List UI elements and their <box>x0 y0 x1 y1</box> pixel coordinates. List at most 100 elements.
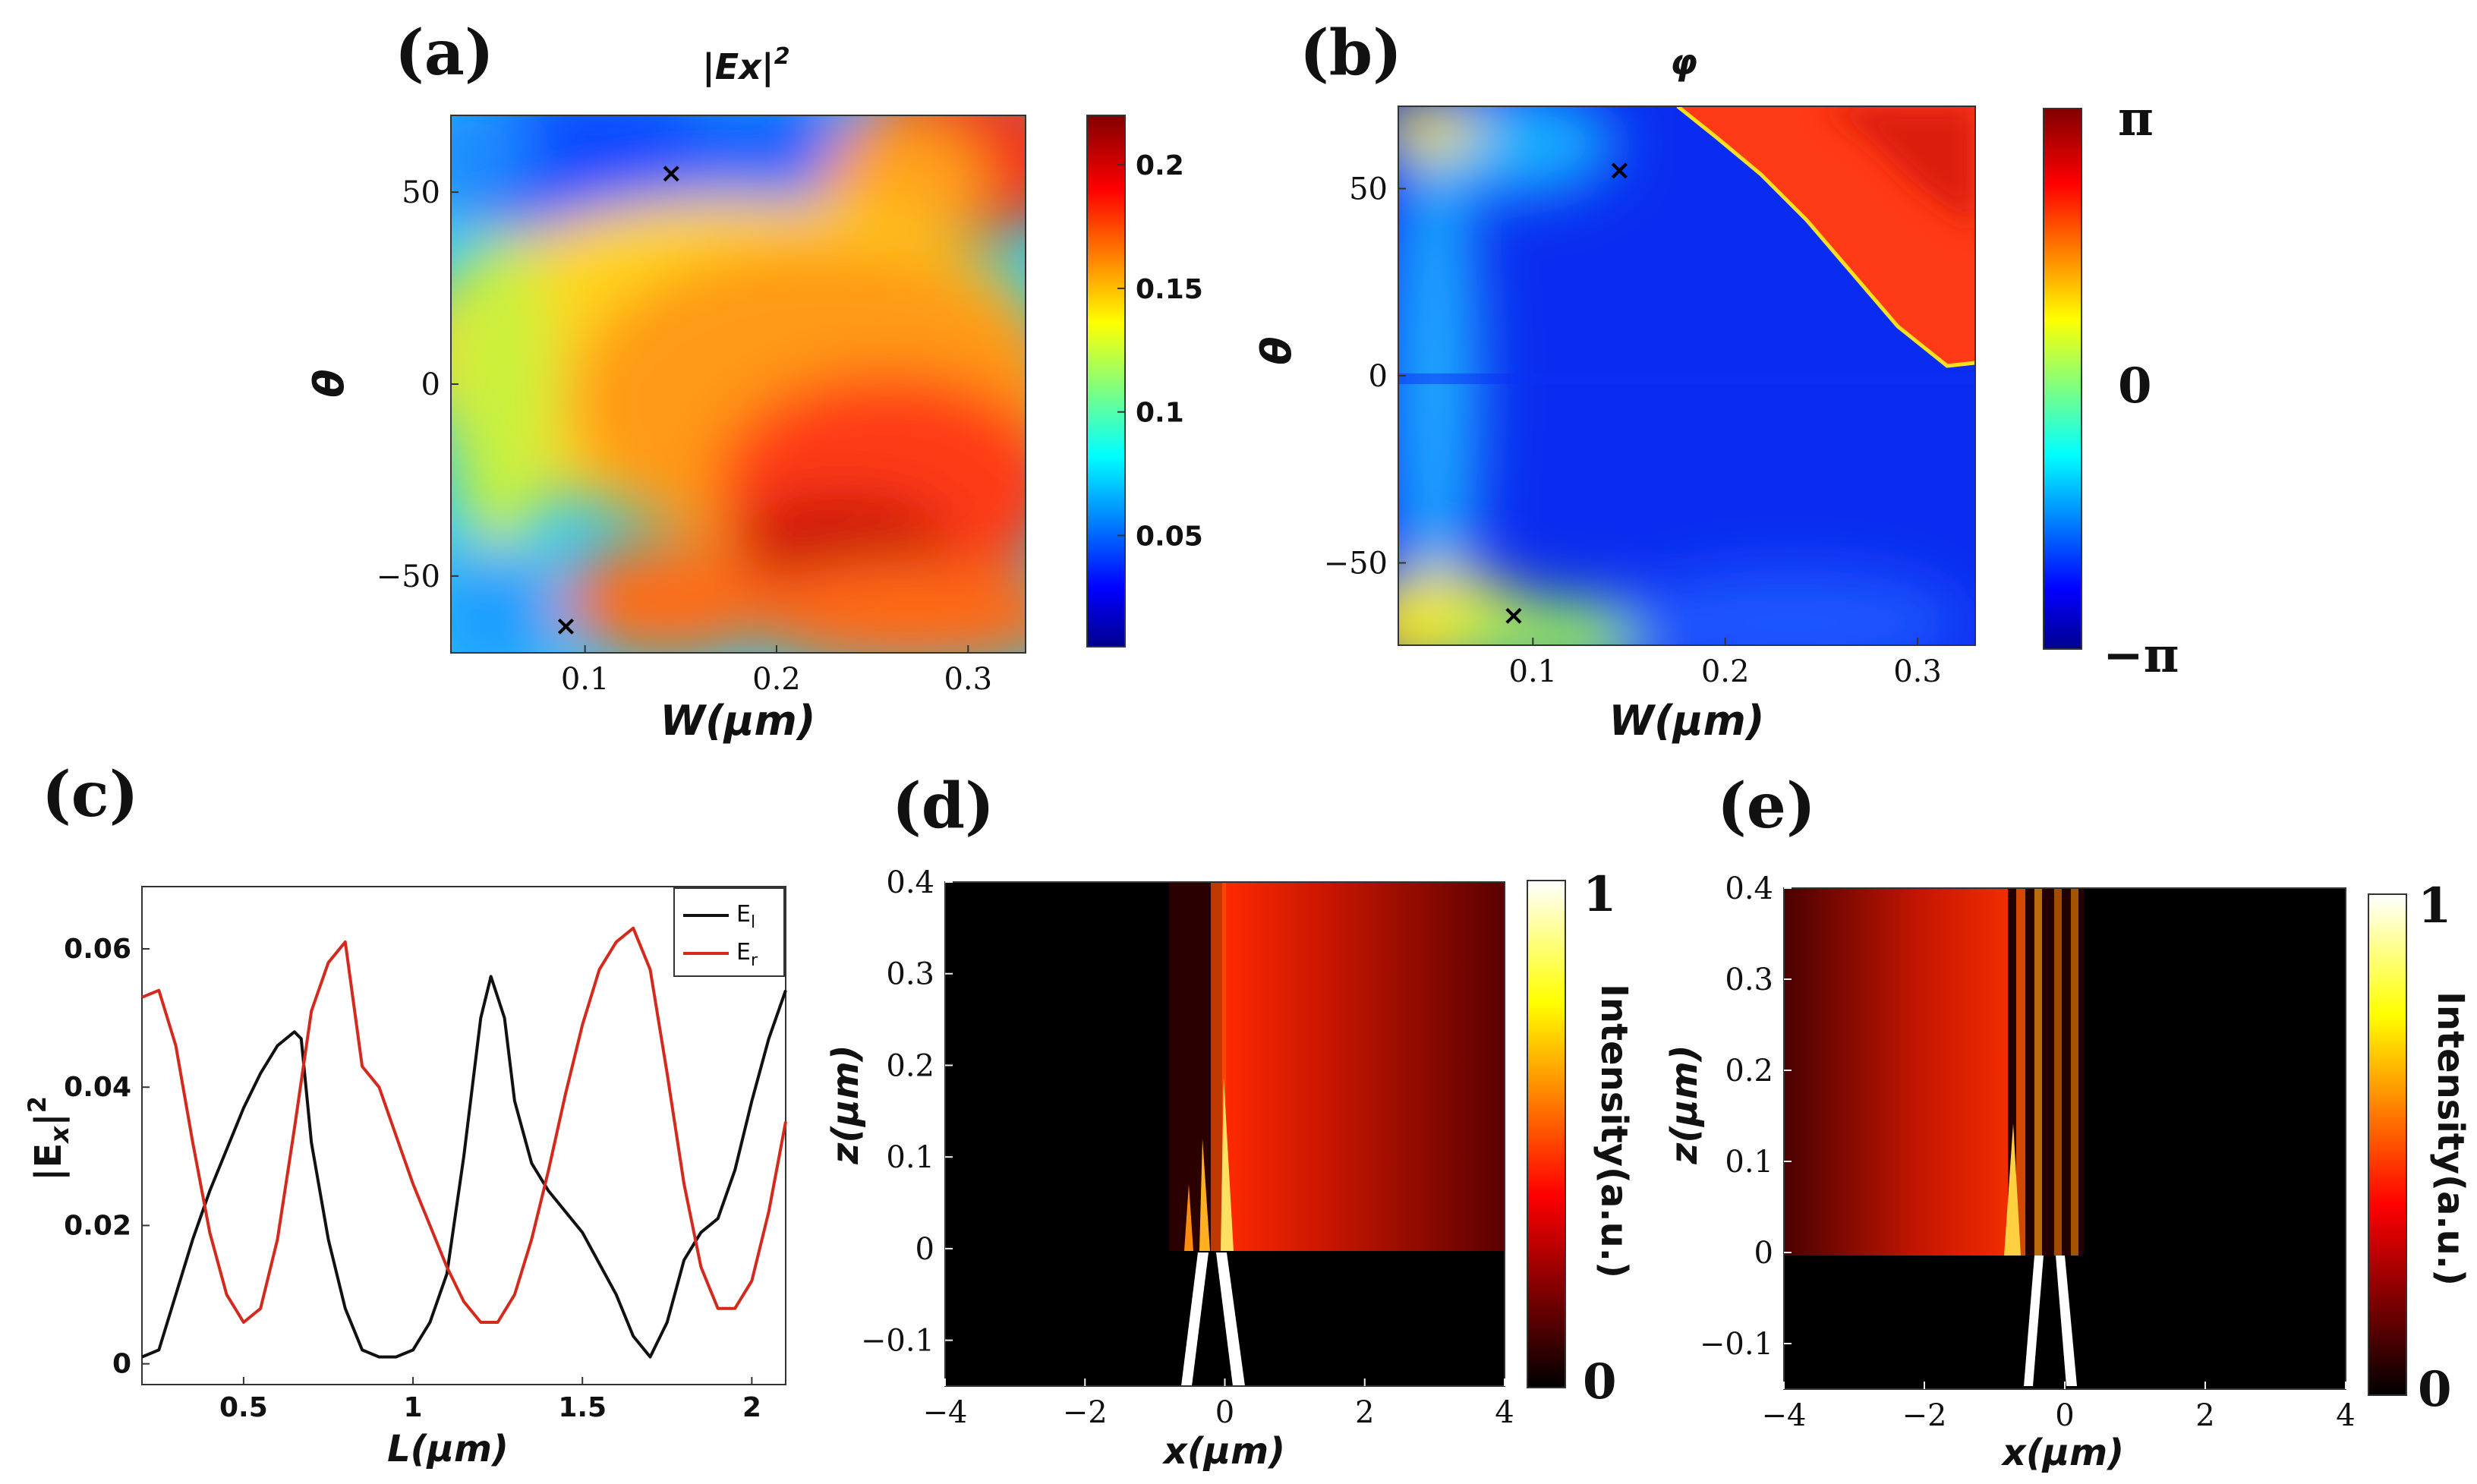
x-tick-label: 0.2 <box>752 662 801 697</box>
y-tick-label: −50 <box>377 559 440 594</box>
x-tick-label: 2 <box>2195 1398 2214 1433</box>
marker: × <box>1608 155 1631 186</box>
y-tick-label: −0.1 <box>861 1324 934 1359</box>
y-tick-label: 0.2 <box>1725 1054 1773 1089</box>
y-tick-label: 50 <box>1349 172 1388 206</box>
y-tick-label: 0.4 <box>1725 871 1773 906</box>
panel-a-label: (a) <box>395 17 494 90</box>
panel-e-heatmap <box>1783 887 2346 1390</box>
panel-c-ylabel: |Ex|2 <box>23 1096 75 1181</box>
y-tick-label: 0 <box>112 1349 131 1380</box>
panel-a-markers: ×× <box>554 158 682 642</box>
y-tick-label: 0 <box>1754 1236 1773 1271</box>
x-tick-label: 1.5 <box>558 1392 607 1423</box>
marker: × <box>1502 600 1525 632</box>
panel-c-label: (c) <box>42 758 139 831</box>
x-tick-label: 1 <box>404 1392 423 1423</box>
panel-b-title: φ <box>1670 42 1697 83</box>
panel-e-cbar-top: 1 <box>2418 877 2452 934</box>
panel-a-colorbar <box>1086 115 1126 647</box>
panel-b-xlabel: W(μm) <box>1609 697 1765 745</box>
x-tick-label: 0 <box>1215 1395 1234 1430</box>
panel-b-heatmap <box>1398 106 1975 645</box>
panel-a-colorbar-ticks: 0.2 0.15 0.1 0.05 <box>1117 150 1203 552</box>
panel-b-cbar-top: π <box>2118 90 2154 147</box>
colorbar-tick-label: 0.15 <box>1136 274 1203 305</box>
panel-c-x-ticks: 0.5 1 1.5 2 <box>219 1377 761 1423</box>
panel-a-title: |Ex|2 <box>702 43 790 88</box>
panel-a: (a) |Ex|2 0.1 0.2 0.3 500−50 ×× <box>305 17 1203 745</box>
panel-d-label: (d) <box>892 770 994 843</box>
y-tick-label: 0.3 <box>886 957 934 992</box>
panel-d-colorbar <box>1527 880 1566 1388</box>
x-tick-label: −4 <box>1762 1398 1807 1433</box>
y-tick-label: −50 <box>1324 547 1388 581</box>
x-tick-label: 0.3 <box>1893 654 1942 689</box>
panel-e-ylabel: z(μm) <box>1663 1044 1706 1164</box>
panel-c-legend: El Er <box>673 887 785 977</box>
x-tick-label: 0.1 <box>1509 654 1558 689</box>
y-tick-label: 0.06 <box>64 934 131 965</box>
panel-b: (b) φ 0.1 0.2 0.3 500−50 ×× W(μm) θ π 0 − <box>1253 17 2179 745</box>
y-tick-label: 0 <box>421 367 440 402</box>
panel-c-y-ticks: 0 0.02 0.04 0.06 <box>64 934 150 1380</box>
x-tick-label: 2 <box>742 1392 761 1423</box>
y-tick-label: 0 <box>915 1232 934 1267</box>
panel-e-cbar-bottom: 0 <box>2418 1361 2452 1418</box>
panel-d: (d) −4 −2 0 2 4 0.4 0.3 0.2 0.1 0 −0.1 x(μm) z(μm… <box>824 770 1635 1473</box>
legend-el: El <box>736 901 755 932</box>
x-tick-label: −2 <box>1902 1398 1947 1433</box>
series-line-r <box>141 926 787 1324</box>
x-tick-label: −4 <box>923 1395 968 1430</box>
y-tick-label: 50 <box>402 175 440 210</box>
panel-c-xlabel: L(μm) <box>387 1428 509 1470</box>
series-line-l <box>141 975 787 1359</box>
panel-e-colorbar <box>2368 893 2407 1396</box>
panel-b-cbar-bottom: −π <box>2103 627 2179 684</box>
panel-b-ylabel: θ <box>1253 336 1300 364</box>
panel-e: (e) −4 −2 0 2 4 0.4 0.3 0.2 0.1 0 −0.1 x(μm) z(μm… <box>1663 770 2472 1474</box>
marker: × <box>554 611 577 642</box>
panel-a-y-ticks: 50 0 −50 <box>377 175 459 594</box>
panel-b-y-ticks: 50 0 −50 <box>1324 172 1406 581</box>
panel-a-ylabel: θ <box>305 369 353 397</box>
x-tick-label: −2 <box>1063 1395 1108 1430</box>
y-tick-label: 0.4 <box>886 865 934 900</box>
x-tick-label: 0.1 <box>561 662 610 697</box>
panel-d-heatmap <box>944 881 1505 1387</box>
panel-c: (c) 0.5 1 1.5 2 0 0.02 0.04 0.06 L(μm) |Ex|2 E… <box>23 758 787 1470</box>
y-tick-label: 0 <box>1369 359 1388 394</box>
x-tick-label: 4 <box>1495 1395 1514 1430</box>
x-tick-label: 0.3 <box>944 662 992 697</box>
x-tick-label: 4 <box>2336 1398 2355 1433</box>
panel-e-x-ticks: −4 −2 0 2 4 <box>1762 1382 2356 1433</box>
y-tick-label: 0.1 <box>886 1140 934 1175</box>
panel-b-cbar-mid: 0 <box>2118 358 2152 414</box>
colorbar-tick-label: 0.2 <box>1136 150 1184 181</box>
x-tick-label: 0.5 <box>219 1392 268 1423</box>
panel-d-x-ticks: −4 −2 0 2 4 <box>923 1378 1514 1430</box>
panel-a-heatmap <box>451 115 1026 653</box>
panel-b-colorbar <box>2043 108 2082 650</box>
marker: × <box>660 158 682 189</box>
panel-d-cbar-bottom: 0 <box>1583 1353 1617 1410</box>
panel-a-xlabel: W(μm) <box>660 697 816 745</box>
panel-d-xlabel: x(μm) <box>1162 1430 1285 1473</box>
panel-b-markers: ×× <box>1502 155 1631 632</box>
x-tick-label: 0 <box>2055 1398 2074 1433</box>
y-tick-label: 0.2 <box>886 1048 934 1083</box>
x-tick-label: 0.2 <box>1701 654 1750 689</box>
colorbar-tick-label: 0.05 <box>1136 521 1203 552</box>
panel-d-cbar-top: 1 <box>1583 866 1617 923</box>
colorbar-tick-label: 0.1 <box>1136 398 1184 429</box>
panel-d-y-ticks: 0.4 0.3 0.2 0.1 0 −0.1 <box>861 865 953 1359</box>
x-tick-label: 2 <box>1355 1395 1374 1430</box>
panel-c-lines <box>141 926 787 1359</box>
panel-d-cbar-title: Intensity(a.u.) <box>1593 984 1635 1278</box>
panel-b-label: (b) <box>1300 17 1402 90</box>
panel-e-xlabel: x(μm) <box>2001 1432 2124 1474</box>
panel-b-x-ticks: 0.1 0.2 0.3 <box>1509 638 1942 689</box>
panel-e-label: (e) <box>1717 770 1816 843</box>
panel-d-ylabel: z(μm) <box>824 1044 867 1164</box>
